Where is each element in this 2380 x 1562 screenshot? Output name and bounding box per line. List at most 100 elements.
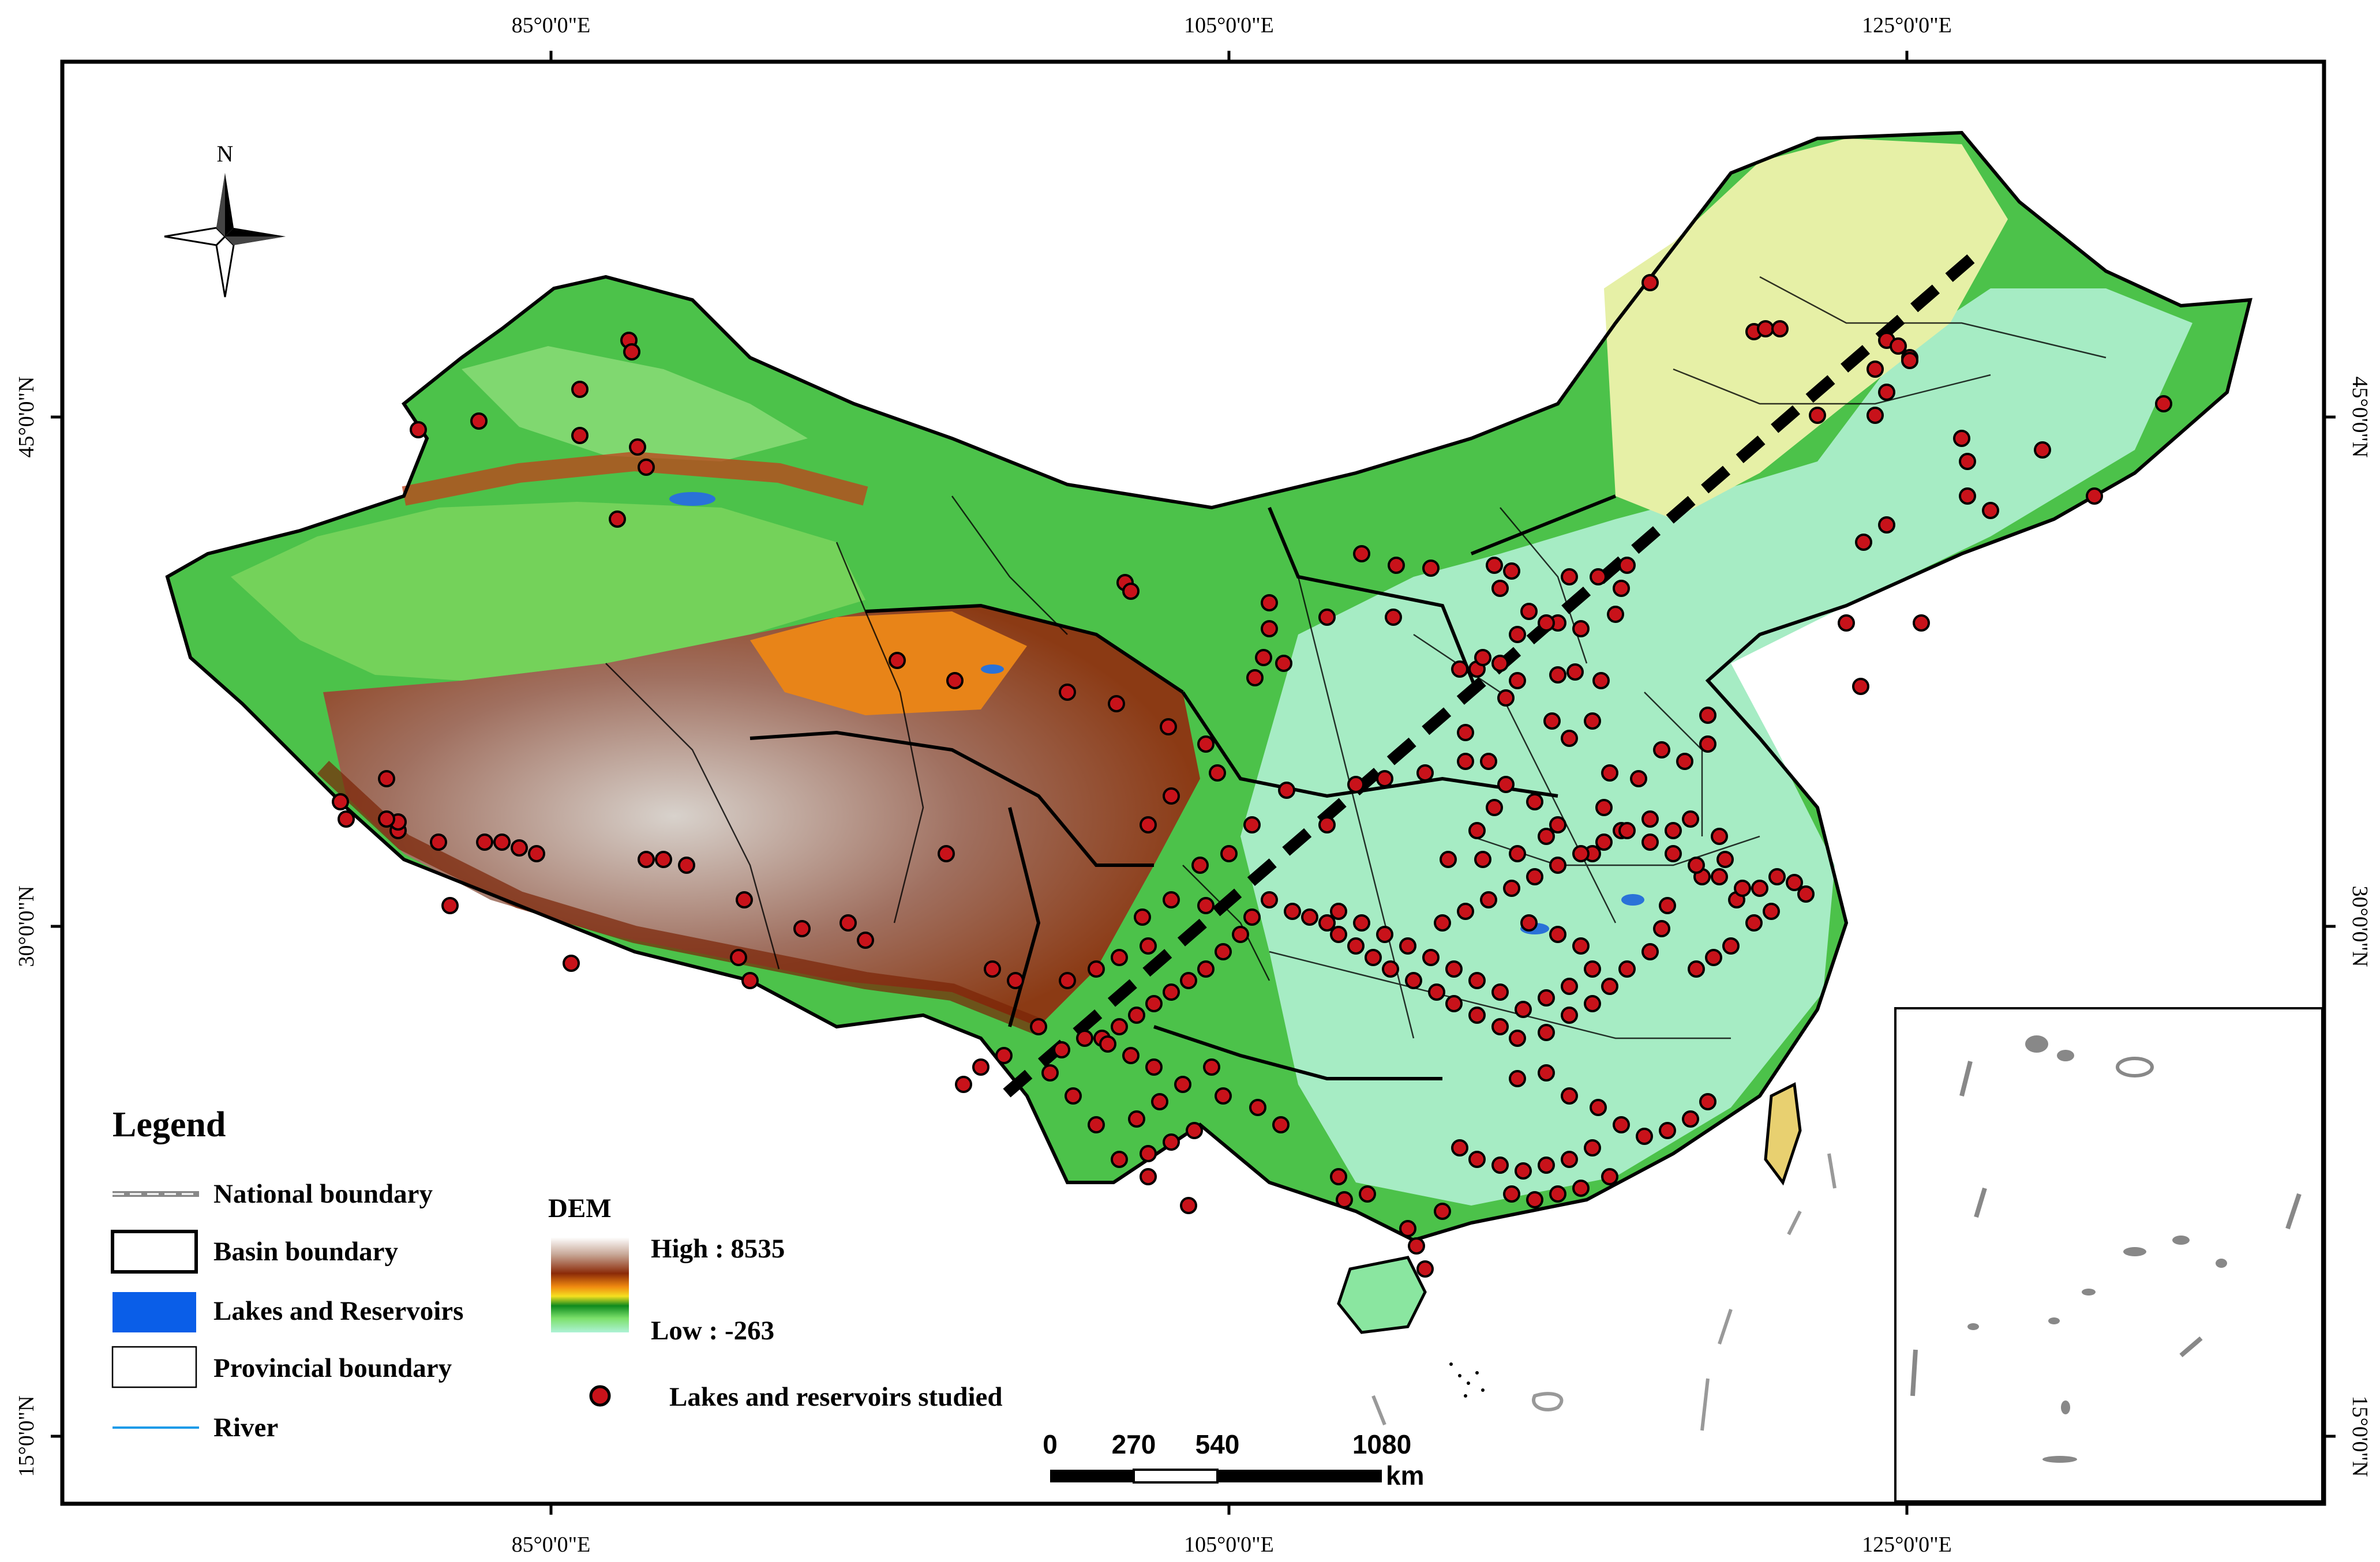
lake-point-marker [946,672,964,689]
lake-point-marker [1347,937,1365,955]
lake-point-marker [623,343,640,361]
lake-point-marker [655,851,672,868]
lake-point-marker [1543,712,1561,730]
lake-point-marker [1480,753,1497,770]
lake-point-marker [1878,516,1895,534]
lake-point-marker [1111,1018,1128,1035]
lake-point-marker [1630,770,1647,787]
lake-point-marker [1572,1180,1590,1197]
lake-point-marker [1688,960,1705,978]
lake-point-marker [1399,937,1416,955]
lake-point-marker [1526,868,1543,885]
lake-point-marker [938,845,955,862]
lake-point-marker [1457,724,1474,741]
lake-point-marker [1520,914,1538,932]
left-lat-label-3: 15°0'0"N [14,1396,39,1477]
lake-point-marker [678,857,695,874]
lake-point-marker [1584,712,1601,730]
lake-point-marker [1509,1030,1526,1047]
lake-point-marker [1561,1151,1578,1168]
lake-point-marker [1771,320,1789,337]
scale-bar: 0 270 540 1080 km [1043,1429,1424,1490]
top-lon-label-3: 125°0'0"E [1862,13,1952,37]
south-china-sea-inset [1894,1007,2323,1503]
lake-point-marker [1191,857,1209,874]
lake-point-marker [1520,603,1538,620]
lake-point-marker [1682,1110,1699,1128]
lake-point-marker [1434,914,1451,932]
lake-point-marker [730,949,747,966]
study-point-symbol [589,1385,611,1407]
lake-point-marker [1838,614,1855,632]
lake-point-marker [1601,1168,1618,1185]
lake-point-marker [1330,926,1347,943]
lake-point-marker [1145,1058,1163,1076]
lake-point-marker [2155,395,2172,412]
lake-point-marker [1445,960,1463,978]
lake-point-marker [1659,897,1676,914]
lake-point-marker [1641,810,1659,828]
lake-point-marker [1953,430,1970,447]
legend-item-basin-boundary: Basin boundary [111,1230,399,1274]
lake-point-marker [1128,1110,1145,1128]
lake-point-marker [441,897,459,914]
legend-item-lakes-reservoirs: Lakes and Reservoirs [113,1292,463,1332]
lake-point-marker [1249,1099,1266,1116]
map-frame [60,59,2326,1506]
lake-point-marker [1618,960,1636,978]
lake-point-marker [1509,1070,1526,1087]
lake-point-marker [1526,793,1543,810]
lake-point-marker [1275,655,1292,672]
legend-label-study-points: Lakes and reservoirs studied [669,1382,1003,1412]
legend-label-river: River [213,1413,278,1443]
lake-point-marker [338,810,355,828]
lake-point-marker [476,833,493,851]
lake-point-marker [1584,1139,1601,1157]
lake-point-marker [1711,868,1728,885]
lake-point-marker [1890,337,1907,355]
lake-point-marker [1852,678,1869,695]
legend-label-national-boundary: National boundary [213,1179,433,1209]
legend-item-national-boundary: National boundary [113,1179,433,1209]
lake-point-marker [1722,937,1740,955]
lake-point-marker [1232,926,1249,943]
lake-point-marker [972,1058,990,1076]
lake-point-marker [1243,816,1261,833]
lake-point-marker [1474,649,1491,666]
lake-point-marker [470,412,488,430]
legend-label-basin-boundary: Basin boundary [213,1237,399,1267]
left-lat-label-2: 30°0'0"N [14,886,39,967]
legend-item-river: River [113,1413,278,1443]
lake-point-marker [493,833,511,851]
paracel-dots [1449,1362,1485,1398]
lake-point-marker [1503,562,1520,580]
south-sea-islands [1371,1153,1836,1431]
lake-point-marker [1468,1151,1486,1168]
legend-label-lakes-reservoirs: Lakes and Reservoirs [213,1296,463,1326]
lake-point-marker [2086,487,2103,505]
lake-point-marker [511,839,528,857]
lake-point-marker [1272,1116,1290,1133]
lake-point-marker [1705,949,1722,966]
lake-point-marker [1330,903,1347,920]
lake-point-marker [1180,972,1197,989]
lake-point-marker [638,851,655,868]
lake-point-marker [1601,764,1618,782]
lake-point-marker [1538,614,1555,632]
lake-point-marker [1509,672,1526,689]
lake-point-marker [1255,649,1272,666]
lake-point-marker [1734,880,1751,897]
lake-point-marker [1468,1007,1486,1024]
lake-point-marker [1408,1237,1425,1255]
lake-point-marker [1180,1197,1197,1214]
lake-point-marker [1122,1047,1140,1064]
lake-point-marker [1491,580,1509,597]
lake-point-marker [1699,707,1716,724]
lake-point-marker [1457,753,1474,770]
lake-point-marker [1301,908,1318,926]
lake-point-marker [1549,1185,1566,1203]
lake-point-marker [1509,845,1526,862]
lake-point-marker [1561,978,1578,995]
lake-point-marker [1515,1162,1532,1180]
